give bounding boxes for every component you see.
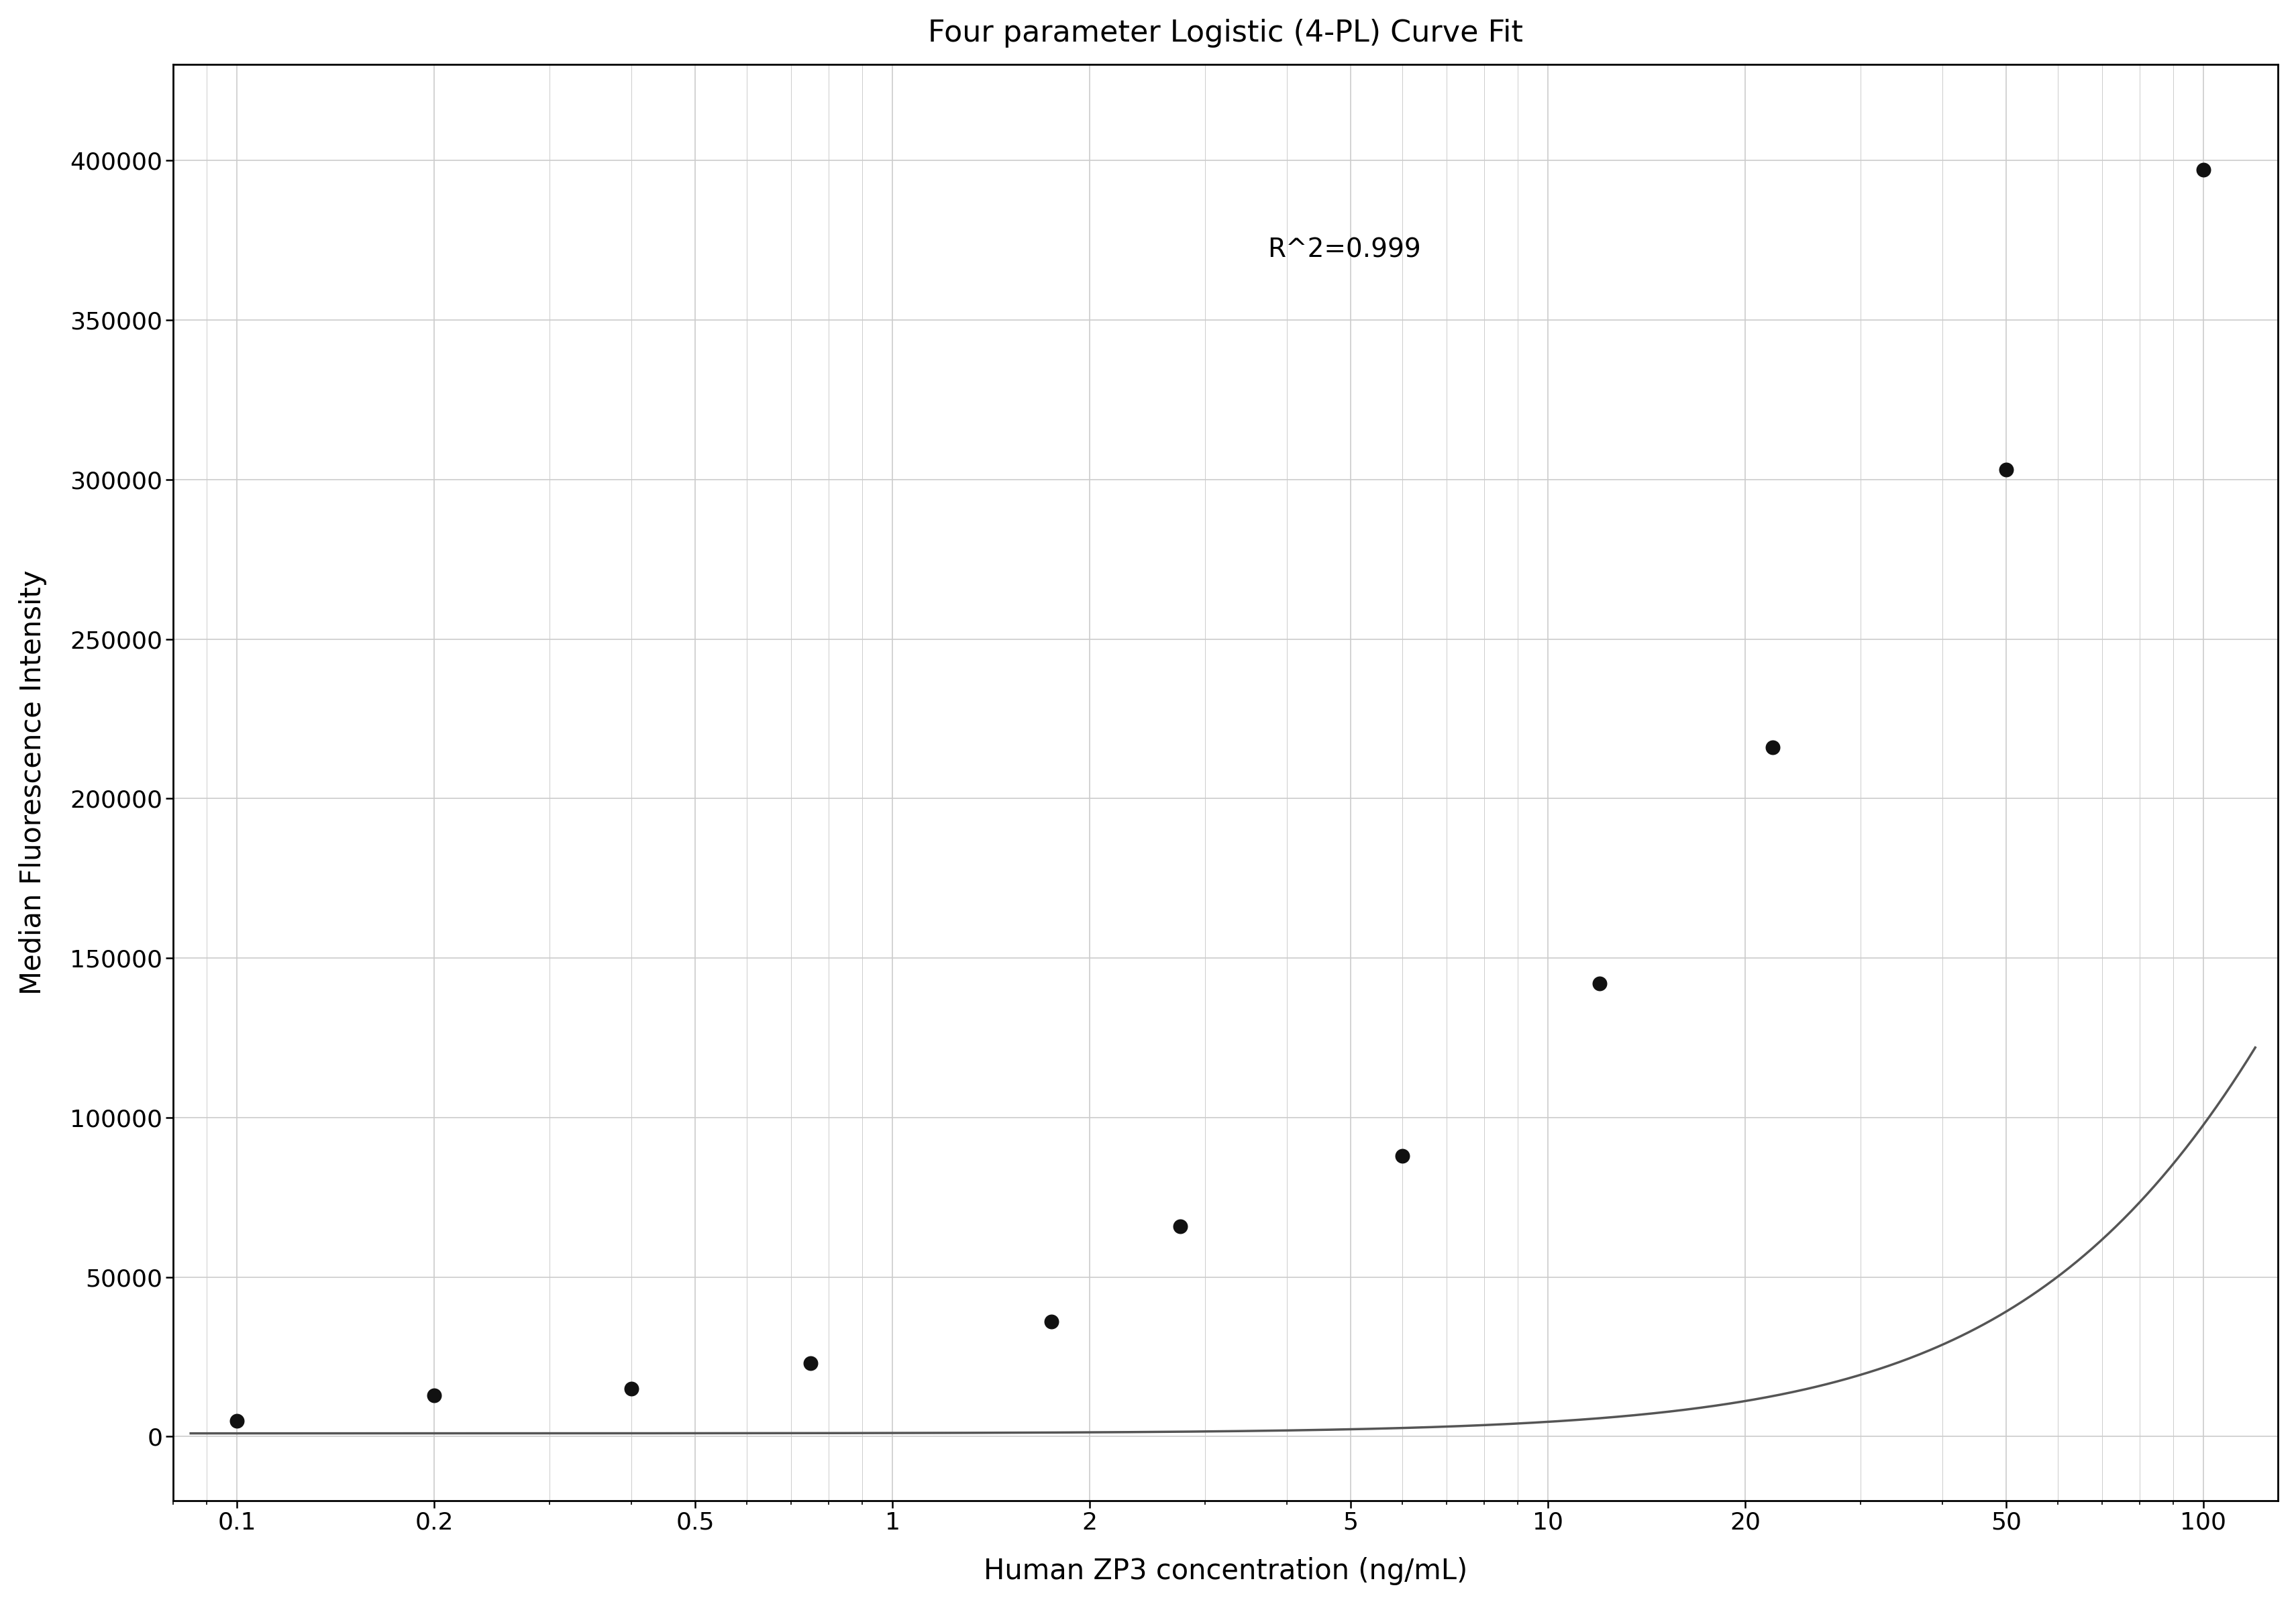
Point [2183,157,2220,183]
Point [218,1408,255,1434]
Y-axis label: Median Fluorescence Intensity: Median Fluorescence Intensity [18,569,46,994]
Point [1033,1309,1070,1335]
Point [1384,1144,1421,1169]
Point [792,1351,829,1376]
Point [1582,970,1619,996]
X-axis label: Human ZP3 concentration (ng/mL): Human ZP3 concentration (ng/mL) [983,1557,1467,1585]
Point [416,1383,452,1408]
Point [1754,735,1791,760]
Point [1162,1213,1199,1238]
Point [613,1376,650,1402]
Text: R^2=0.999: R^2=0.999 [1267,237,1421,263]
Title: Four parameter Logistic (4-PL) Curve Fit: Four parameter Logistic (4-PL) Curve Fit [928,19,1522,48]
Point [1986,457,2023,483]
